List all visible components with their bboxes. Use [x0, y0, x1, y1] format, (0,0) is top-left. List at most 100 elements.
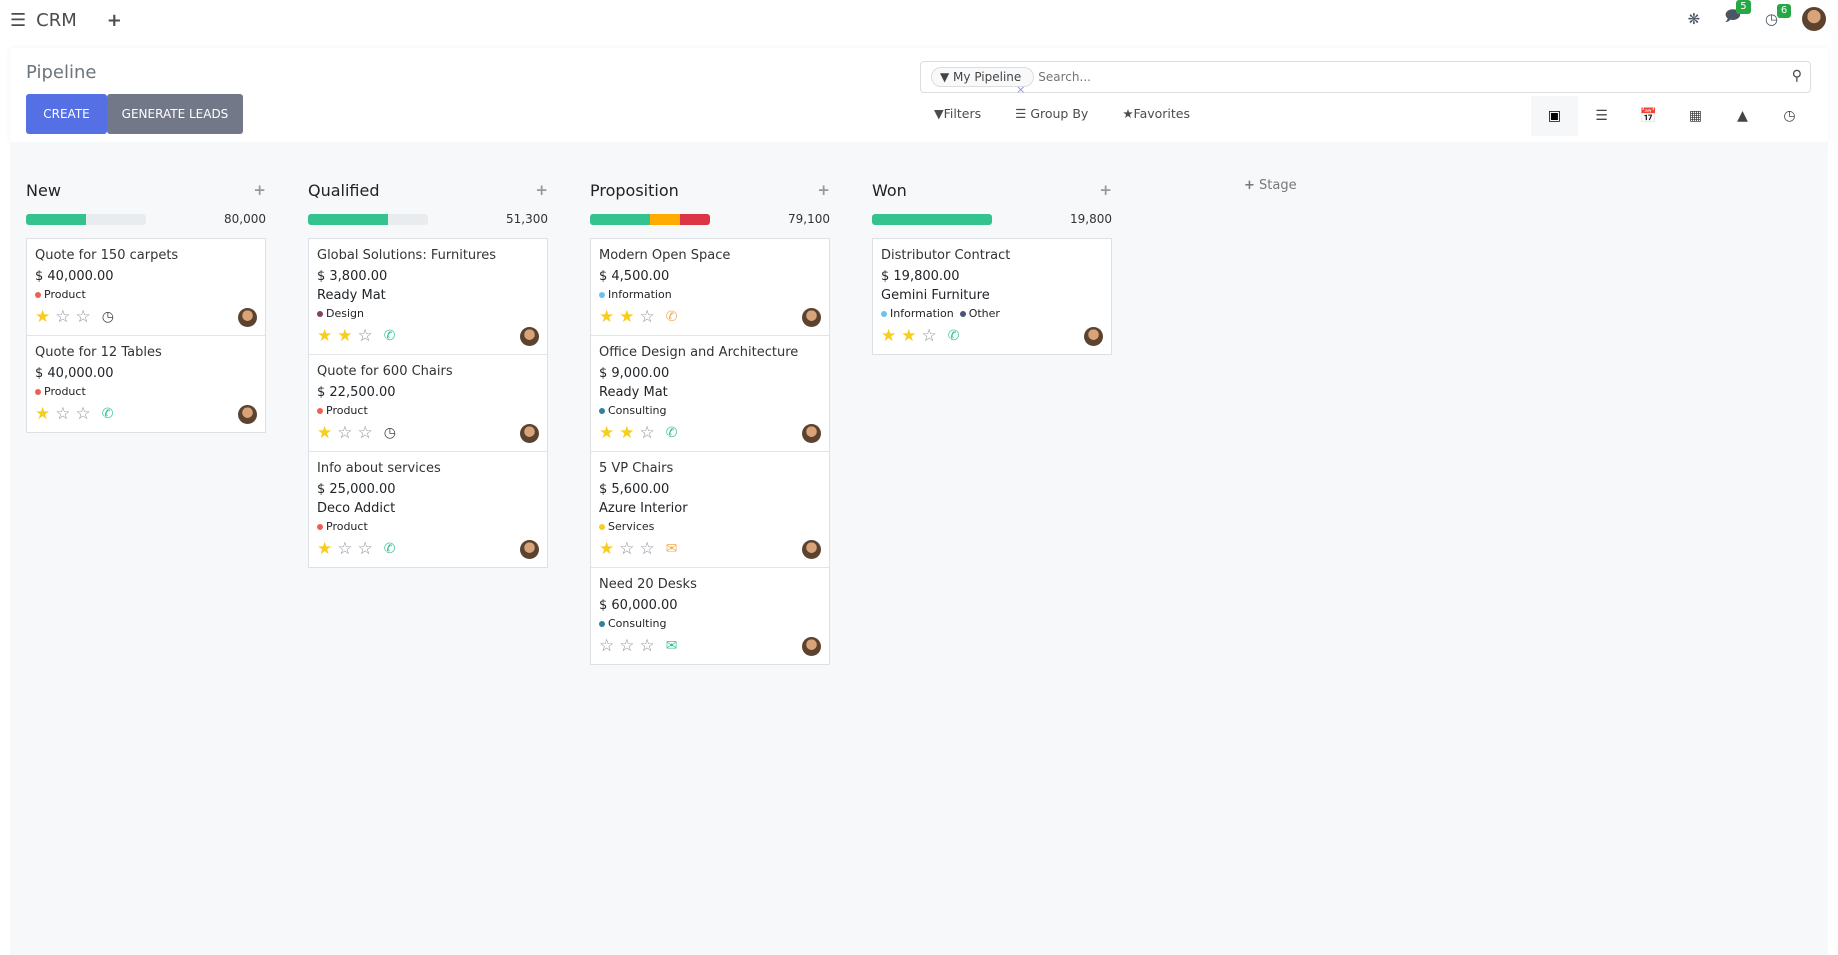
- card-title: Quote for 600 Chairs: [317, 364, 453, 379]
- priority-star-icon[interactable]: ☆: [75, 307, 91, 327]
- lead-card[interactable]: Modern Open Space $ 4,500.00 Information…: [591, 239, 829, 335]
- quick-create-plus-icon[interactable]: +: [535, 181, 548, 199]
- lead-card[interactable]: Need 20 Desks $ 60,000.00 Consulting ☆ ☆ ☆…: [591, 567, 829, 664]
- bug-icon[interactable]: ❋: [1687, 9, 1701, 28]
- envelope-icon[interactable]: ✉: [665, 638, 678, 654]
- priority-star-icon[interactable]: ★: [599, 423, 615, 443]
- add-stage-button[interactable]: + Stage: [1244, 142, 1297, 955]
- create-button[interactable]: CREATE: [26, 94, 107, 134]
- priority-star-icon[interactable]: ☆: [337, 423, 353, 443]
- clock-icon[interactable]: ◷: [383, 425, 396, 441]
- priority-star-icon[interactable]: ☆: [639, 307, 655, 327]
- priority-star-icon[interactable]: ★: [599, 307, 615, 327]
- group-by-button[interactable]: ☰ Group By: [1015, 106, 1088, 121]
- generate-leads-button[interactable]: GENERATE LEADS: [107, 94, 243, 134]
- column-title[interactable]: Proposition: [590, 180, 679, 200]
- activity-view-icon[interactable]: ◷: [1783, 108, 1796, 124]
- priority-star-icon[interactable]: ☆: [75, 404, 91, 424]
- column-title[interactable]: Won: [872, 180, 907, 200]
- phone-icon[interactable]: ✆: [101, 406, 114, 422]
- lead-card[interactable]: Office Design and Architecture $ 9,000.0…: [591, 335, 829, 451]
- priority-star-icon[interactable]: ★: [619, 423, 635, 443]
- phone-icon[interactable]: ✆: [947, 328, 960, 344]
- priority-star-icon[interactable]: ★: [35, 307, 51, 327]
- progress-segment[interactable]: [680, 213, 710, 225]
- priority-star-icon[interactable]: ☆: [639, 636, 655, 656]
- card-title: Modern Open Space: [599, 248, 731, 263]
- priority-star-icon[interactable]: ☆: [55, 307, 71, 327]
- column-title[interactable]: Qualified: [308, 180, 380, 200]
- tag: Other: [959, 307, 1000, 320]
- phone-icon[interactable]: ✆: [665, 425, 678, 441]
- filters-button[interactable]: ▼Filters: [934, 106, 981, 121]
- priority-star-icon[interactable]: ★: [337, 326, 353, 346]
- priority-star-icon[interactable]: ☆: [639, 423, 655, 443]
- priority-star-icon[interactable]: ★: [901, 326, 917, 346]
- column-progress-bar[interactable]: [26, 213, 146, 225]
- priority-star-icon[interactable]: ☆: [619, 636, 635, 656]
- salesperson-avatar: [520, 540, 539, 559]
- tag-label: Product: [326, 404, 368, 417]
- search-input[interactable]: [1038, 70, 1810, 84]
- lead-card[interactable]: Global Solutions: Furnitures $ 3,800.00 …: [309, 239, 547, 354]
- list-view-icon[interactable]: ☰: [1595, 108, 1608, 124]
- priority-star-icon[interactable]: ★: [317, 326, 333, 346]
- remove-facet-icon[interactable]: ×: [1016, 83, 1026, 96]
- priority-star-icon[interactable]: ☆: [639, 539, 655, 559]
- priority-star-icon[interactable]: ☆: [599, 636, 615, 656]
- phone-icon[interactable]: ✆: [383, 328, 396, 344]
- priority-star-icon[interactable]: ☆: [337, 539, 353, 559]
- quick-create-plus-icon[interactable]: +: [1099, 181, 1112, 199]
- priority-star-icon[interactable]: ☆: [55, 404, 71, 424]
- user-avatar[interactable]: [1802, 6, 1826, 31]
- app-name[interactable]: CRM: [36, 9, 77, 31]
- filter-facet[interactable]: ▼ My Pipeline ×: [931, 67, 1035, 96]
- priority-star-icon[interactable]: ☆: [921, 326, 937, 346]
- priority-star-icon[interactable]: ★: [317, 423, 333, 443]
- lead-card[interactable]: Quote for 12 Tables $ 40,000.00 Product …: [27, 335, 265, 432]
- clock-icon[interactable]: ◷: [101, 309, 114, 325]
- progress-segment[interactable]: [26, 213, 86, 225]
- pivot-view-icon[interactable]: ▦: [1688, 108, 1703, 124]
- priority-star-icon[interactable]: ☆: [357, 539, 373, 559]
- tag-label: Other: [968, 307, 1000, 320]
- priority-star-icon[interactable]: ★: [317, 539, 333, 559]
- favorites-button[interactable]: ★Favorites: [1122, 106, 1190, 121]
- priority-star-icon[interactable]: ★: [35, 404, 51, 424]
- priority-star-icon[interactable]: ☆: [619, 539, 635, 559]
- priority-star-icon[interactable]: ★: [881, 326, 897, 346]
- page-title: Pipeline: [26, 62, 97, 83]
- menu-icon[interactable]: ☰: [10, 9, 27, 31]
- priority-star-icon[interactable]: ★: [619, 307, 635, 327]
- lead-card[interactable]: Quote for 600 Chairs $ 22,500.00 Product…: [309, 354, 547, 451]
- activities-clock-icon[interactable]: ◷ 6: [1765, 3, 1792, 28]
- priority-star-icon[interactable]: ☆: [357, 423, 373, 443]
- progress-segment[interactable]: [650, 213, 680, 225]
- quick-create-plus-icon[interactable]: +: [817, 181, 830, 199]
- lead-card[interactable]: Distributor Contract $ 19,800.00 Gemini …: [873, 239, 1111, 354]
- kanban-view-icon[interactable]: ▣: [1531, 96, 1578, 136]
- phone-icon[interactable]: ✆: [383, 541, 396, 557]
- card-amount: $ 3,800.00: [317, 269, 388, 284]
- column-progress-bar[interactable]: [872, 213, 992, 225]
- phone-icon[interactable]: ✆: [665, 309, 678, 325]
- favorites-label: Favorites: [1133, 106, 1191, 121]
- priority-star-icon[interactable]: ☆: [357, 326, 373, 346]
- column-title[interactable]: New: [26, 180, 61, 200]
- calendar-view-icon[interactable]: 📅: [1639, 108, 1658, 124]
- quick-create-plus-icon[interactable]: +: [253, 181, 266, 199]
- messages-icon[interactable]: 🗩 5: [1724, 0, 1751, 31]
- progress-segment[interactable]: [308, 213, 389, 225]
- envelope-icon[interactable]: ✉: [665, 541, 678, 557]
- search-icon[interactable]: ⚲: [1791, 68, 1802, 84]
- progress-segment[interactable]: [590, 213, 650, 225]
- lead-card[interactable]: 5 VP Chairs $ 5,600.00 Azure Interior Se…: [591, 451, 829, 567]
- column-progress-bar[interactable]: [308, 213, 428, 225]
- plus-icon[interactable]: +: [106, 9, 122, 31]
- priority-star-icon[interactable]: ★: [599, 539, 615, 559]
- column-progress-bar[interactable]: [590, 213, 710, 225]
- lead-card[interactable]: Quote for 150 carpets $ 40,000.00 Produc…: [27, 239, 265, 335]
- graph-view-icon[interactable]: ▲: [1737, 108, 1748, 124]
- progress-segment[interactable]: [872, 213, 992, 225]
- lead-card[interactable]: Info about services $ 25,000.00 Deco Add…: [309, 451, 547, 567]
